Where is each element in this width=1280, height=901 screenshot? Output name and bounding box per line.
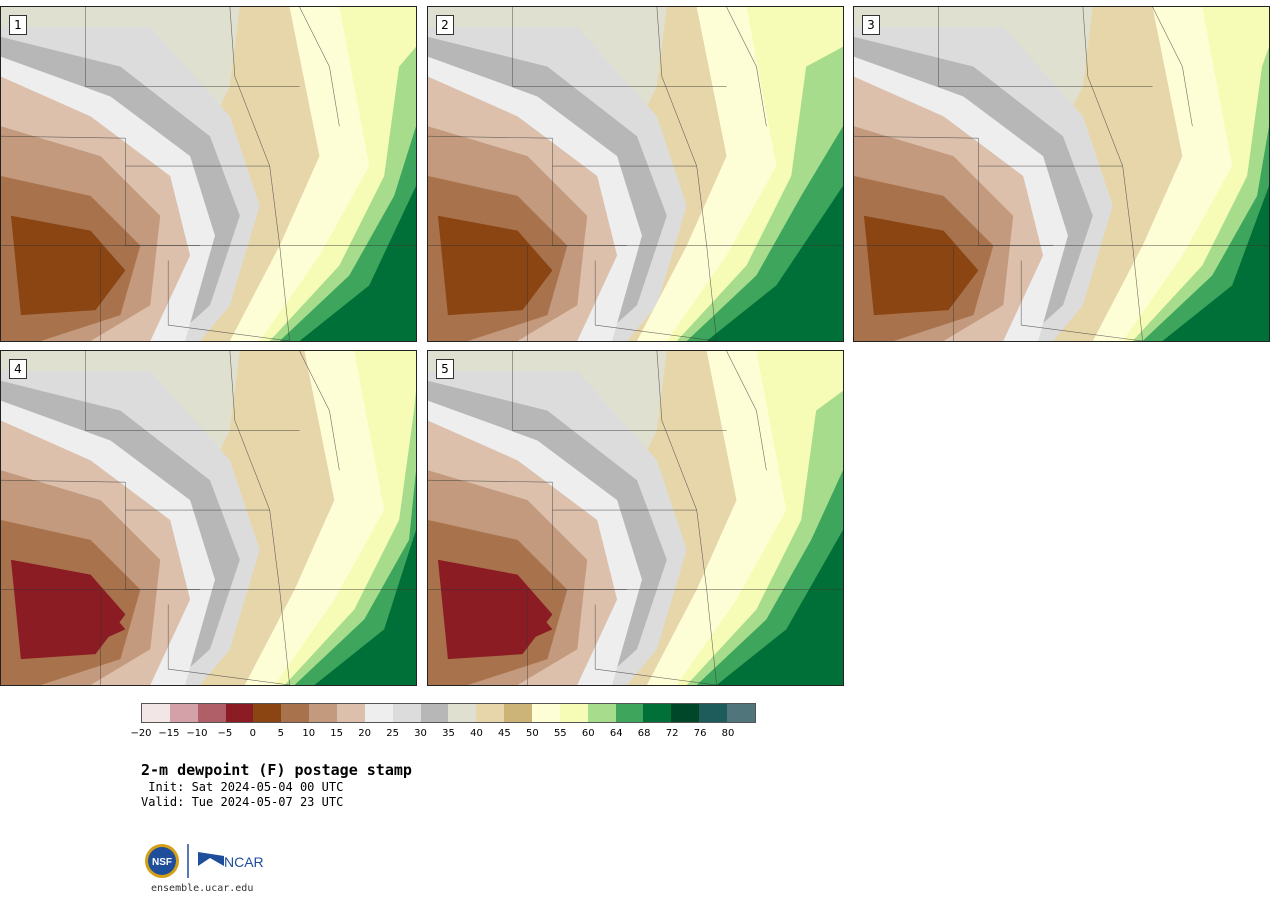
colorbar-tick-label: −10 (186, 728, 208, 739)
colorbar-swatch (615, 704, 644, 722)
dewpoint-map-2 (428, 7, 843, 341)
dewpoint-map-1 (1, 7, 416, 341)
colorbar-swatch (253, 704, 282, 722)
colorbar-swatch (309, 704, 338, 722)
panel-number-3: 3 (862, 15, 880, 35)
panel-number-1: 1 (9, 15, 27, 35)
colorbar-swatch (337, 704, 365, 722)
colorbar-tick-label: 76 (693, 728, 707, 739)
valid-time: Valid: Tue 2024-05-07 23 UTC (141, 795, 344, 809)
colorbar-tick-label: 68 (637, 728, 651, 739)
colorbar-tick-label: 64 (609, 728, 623, 739)
colorbar-swatch (364, 704, 393, 722)
site-url: ensemble.ucar.edu (151, 883, 254, 894)
colorbar-swatch (504, 704, 533, 722)
ensemble-member-panel-3: 3 (853, 6, 1270, 342)
colorbar-tick-label: 25 (386, 728, 399, 739)
colorbar-swatch (392, 704, 421, 722)
colorbar-tick-label: 80 (721, 728, 735, 739)
colorbar-tick-labels: −20 −15 −10 −5 0 5 10 15 20 25 30 35 40 45 50 55 60 64 68 7… (130, 728, 771, 742)
colorbar-tick-label: 30 (414, 728, 427, 739)
panel-number-4: 4 (9, 359, 27, 379)
ensemble-member-panel-5: 5 (427, 350, 844, 686)
dewpoint-map-5 (428, 351, 843, 685)
logos: NSF NCAR (144, 842, 274, 880)
panel-number-5: 5 (436, 359, 454, 379)
colorbar-swatch (142, 704, 170, 722)
colorbar-tick-label: 15 (330, 728, 344, 739)
colorbar-swatch (476, 704, 505, 722)
colorbar-tick-label: 55 (553, 728, 567, 739)
colorbar-swatch (727, 704, 755, 722)
colorbar-swatch (169, 704, 198, 722)
ncar-logo-text: NCAR (224, 854, 264, 870)
ncar-logo-icon: NCAR (198, 852, 264, 870)
colorbar-swatch (699, 704, 728, 722)
colorbar-tick-label: 35 (442, 728, 455, 739)
colorbar-tick-label: 20 (358, 728, 371, 739)
map-title: 2-m dewpoint (F) postage stamp (141, 761, 412, 779)
colorbar-swatch (671, 704, 700, 722)
colorbar-swatch (225, 704, 254, 722)
colorbar-tick-label: −20 (130, 728, 152, 739)
colorbar-swatch (281, 704, 310, 722)
colorbar-swatch (420, 704, 449, 722)
colorbar (141, 703, 756, 723)
colorbar-tick-label: 5 (277, 728, 284, 739)
colorbar-tick-label: 40 (470, 728, 483, 739)
init-time: Init: Sat 2024-05-04 00 UTC (141, 780, 344, 794)
colorbar-swatch (587, 704, 616, 722)
colorbar-swatch (643, 704, 672, 722)
colorbar-tick-label: −15 (158, 728, 180, 739)
panel-number-2: 2 (436, 15, 454, 35)
colorbar-tick-label: 50 (525, 728, 539, 739)
ensemble-member-panel-2: 2 (427, 6, 844, 342)
colorbar-tick-label: 0 (249, 728, 256, 739)
dewpoint-map-3 (854, 7, 1269, 341)
colorbar-tick-label: 10 (302, 728, 316, 739)
colorbar-tick-label: 45 (498, 728, 511, 739)
nsf-logo-icon: NSF (145, 844, 179, 878)
ensemble-member-panel-4: 4 (0, 350, 417, 686)
colorbar-tick-label: 72 (665, 728, 679, 739)
colorbar-tick-label: 60 (581, 728, 595, 739)
nsf-logo-text: NSF (152, 857, 172, 868)
ensemble-member-panel-1: 1 (0, 6, 417, 342)
colorbar-tick-label: −5 (217, 728, 233, 739)
colorbar-swatch (448, 704, 477, 722)
colorbar-swatch (197, 704, 226, 722)
dewpoint-map-4 (1, 351, 416, 685)
colorbar-swatch (532, 704, 560, 722)
colorbar-swatch (559, 704, 588, 722)
